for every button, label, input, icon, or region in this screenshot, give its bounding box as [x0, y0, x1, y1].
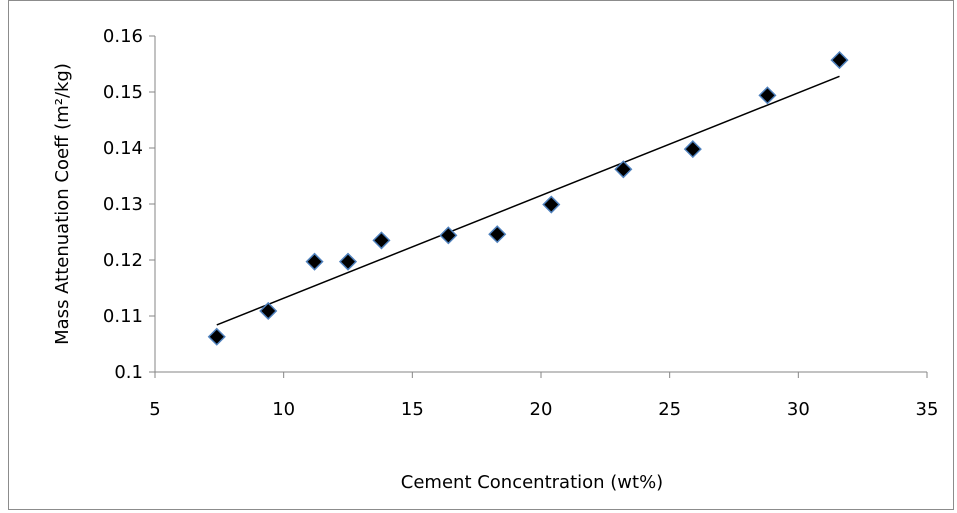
data-point — [439, 226, 458, 245]
y-tick-label: 0.12 — [103, 250, 143, 271]
y-tick-label: 0.15 — [103, 82, 143, 103]
x-axis-title: Cement Concentration (wt%) — [401, 472, 663, 493]
data-point — [683, 140, 702, 159]
data-point — [614, 160, 633, 179]
data-point — [758, 86, 777, 105]
y-tick-label: 0.16 — [103, 26, 143, 47]
x-tick-label: 35 — [916, 399, 939, 420]
x-tick-label: 20 — [530, 399, 553, 420]
data-point — [338, 252, 358, 271]
data-point — [488, 225, 507, 244]
x-tick-label: 10 — [272, 399, 295, 420]
trendline-group — [216, 75, 840, 326]
data-point — [542, 195, 561, 214]
axes: 0.1 0.11 0.12 0.13 0.14 0.15 0.16 5 10 15 20 25 30 35 — [103, 26, 939, 420]
y-axis-title: Mass Attenuation Coeff (m²/kg) — [52, 63, 73, 345]
y-tick-label: 0.11 — [103, 306, 143, 327]
x-tick-label: 15 — [401, 399, 424, 420]
data-point — [305, 252, 324, 271]
data-point — [259, 301, 278, 321]
y-tick-label: 0.13 — [103, 194, 143, 215]
trendline — [216, 75, 840, 326]
x-tick-label: 25 — [658, 399, 681, 420]
data-point — [372, 231, 391, 250]
x-tick-label: 30 — [787, 399, 810, 420]
data-point — [207, 327, 226, 346]
x-tick-label: 5 — [149, 399, 160, 420]
y-tick-label: 0.14 — [103, 138, 143, 159]
data-point — [830, 51, 849, 70]
y-tick-label: 0.1 — [114, 362, 143, 383]
data-points — [207, 51, 849, 346]
chart-frame — [8, 0, 954, 510]
